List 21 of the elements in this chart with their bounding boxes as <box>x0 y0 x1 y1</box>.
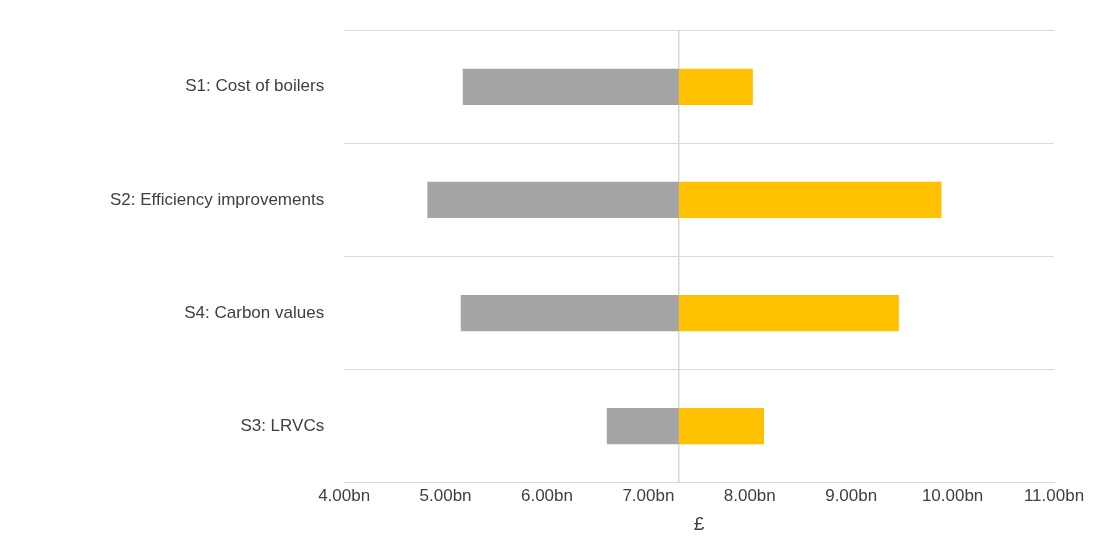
bar <box>678 294 899 332</box>
x-tick-label: 6.00bn <box>520 485 573 505</box>
x-tick-label: 11.00bn <box>1023 485 1085 505</box>
bar <box>460 294 679 332</box>
x-tick-label: 9.00bn <box>825 485 878 505</box>
x-tick-label: 4.00bn <box>318 485 371 505</box>
y-tick-label: S2: Efficiency improvements <box>109 189 325 209</box>
x-axis-title: £ <box>693 512 705 534</box>
y-tick-label: S1: Cost of boilers <box>185 76 325 96</box>
x-tick-label: 5.00bn <box>419 485 472 505</box>
x-tick-label: 8.00bn <box>723 485 776 505</box>
x-tick-label: 7.00bn <box>622 485 675 505</box>
bar <box>606 408 679 445</box>
y-tick-label: S3: LRVCs <box>240 415 325 435</box>
bar <box>462 68 679 105</box>
bar <box>427 181 679 219</box>
bar <box>678 68 753 105</box>
bar <box>678 181 942 219</box>
y-tick-label: S4: Carbon values <box>184 302 325 322</box>
x-tick-label: 10.00bn <box>921 485 984 505</box>
bar <box>678 408 764 445</box>
